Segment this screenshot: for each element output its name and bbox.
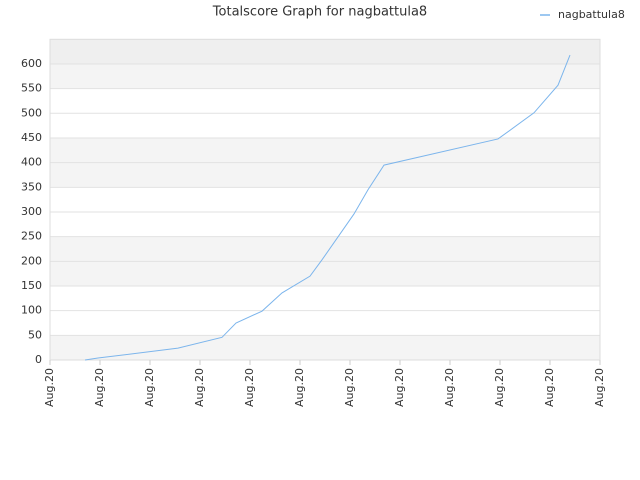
grid-band [50,236,600,262]
y-tick-label: 200 [21,254,42,267]
y-tick-label: 0 [35,353,42,366]
x-tick-label: Aug.20 [143,368,156,407]
x-tick-label: Aug.20 [43,368,56,407]
grid-band [50,39,600,64]
grid-band [50,137,600,163]
x-tick-label: Aug.20 [543,368,556,407]
y-tick-label: 250 [21,230,42,243]
y-tick-label: 550 [21,82,42,95]
plot-border [49,38,601,361]
y-tick-label: 600 [21,57,42,70]
grid-band [50,335,600,360]
y-tick-label: 50 [28,328,42,341]
x-tick-label: Aug.20 [443,368,456,407]
plot-background [50,39,600,361]
legend-label: nagbattula8 [558,8,625,21]
x-tick-label: Aug.20 [593,368,606,407]
y-tick-label: 150 [21,279,42,292]
grid-band [50,63,600,89]
x-tick-label: Aug.20 [293,368,306,407]
y-tick-label: 100 [21,304,42,317]
x-tick-label: Aug.20 [243,368,256,407]
grid-band [50,162,600,188]
x-tick-label: Aug.20 [93,368,106,407]
x-tick-label: Aug.20 [343,368,356,407]
line-series [84,54,571,361]
x-tick-label: Aug.20 [193,368,206,407]
x-tick-label: Aug.20 [393,368,406,407]
grid-band [50,261,600,286]
y-tick-label: 300 [21,205,42,218]
y-tick-label: 400 [21,156,42,169]
x-tick-label: Aug.20 [493,368,506,407]
y-tick-label: 500 [21,106,42,119]
chart-title: Totalscore Graph for nagbattula8 [212,5,427,20]
y-tick-label: 450 [21,131,42,144]
y-tick-label: 350 [21,180,42,193]
